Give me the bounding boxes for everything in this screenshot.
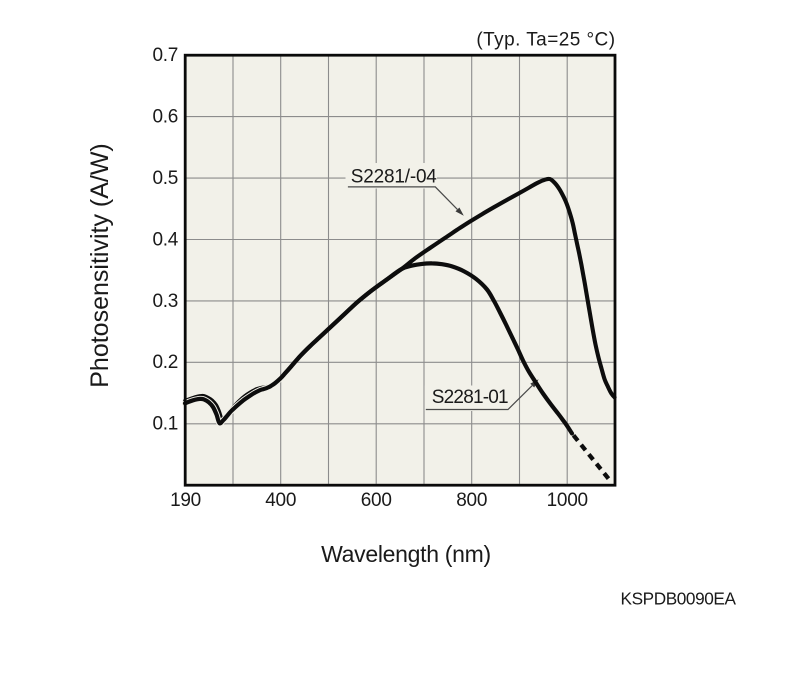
svg-text:600: 600 bbox=[361, 490, 392, 511]
svg-text:KSPDB0090EA: KSPDB0090EA bbox=[621, 589, 737, 609]
svg-text:S2281-01: S2281-01 bbox=[432, 387, 508, 408]
svg-text:0.7: 0.7 bbox=[152, 45, 178, 66]
svg-text:0.6: 0.6 bbox=[152, 107, 178, 128]
svg-text:Photosensitivity (A/W): Photosensitivity (A/W) bbox=[86, 143, 114, 388]
svg-text:S2281/-04: S2281/-04 bbox=[351, 167, 438, 188]
svg-text:Wavelength (nm): Wavelength (nm) bbox=[321, 541, 491, 567]
svg-text:0.4: 0.4 bbox=[152, 229, 178, 250]
svg-text:0.5: 0.5 bbox=[152, 168, 178, 189]
svg-text:190: 190 bbox=[170, 490, 201, 511]
svg-text:400: 400 bbox=[265, 490, 296, 511]
svg-text:0.3: 0.3 bbox=[152, 291, 178, 312]
svg-text:0.1: 0.1 bbox=[152, 414, 178, 435]
svg-text:0.2: 0.2 bbox=[152, 352, 178, 373]
svg-text:1000: 1000 bbox=[547, 490, 588, 511]
svg-text:800: 800 bbox=[456, 490, 487, 511]
svg-text:(Typ. Ta=25 °C): (Typ. Ta=25 °C) bbox=[476, 30, 615, 51]
